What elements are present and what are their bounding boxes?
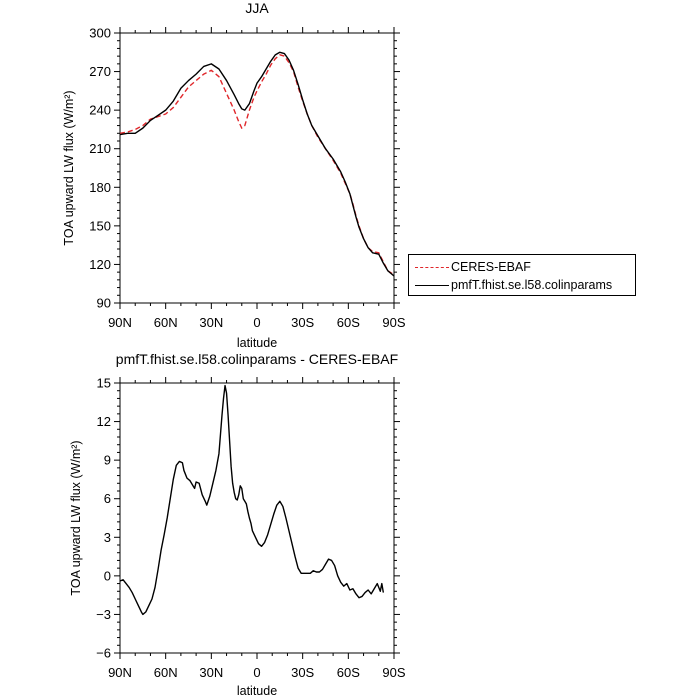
- top-y-tick-label: 120: [89, 257, 111, 272]
- legend-label-model: pmfT.fhist.se.l58.colinparams: [451, 278, 613, 292]
- top-series-line-2: [119, 51, 395, 277]
- bottom-y-axis-label: TOA upward LW flux (W/m²): [69, 440, 83, 595]
- top-x-axis-label: latitude: [237, 336, 277, 350]
- legend-entry-model: pmfT.fhist.se.l58.colinparams: [409, 277, 635, 295]
- top-panel: JJA 90 120 150 180 210 240 270 300 90N 60N 30N 0 30S…: [62, 0, 406, 350]
- top-x-tick-label: 30S: [291, 315, 314, 330]
- bottom-x-tick-label: 60N: [154, 665, 178, 680]
- bottom-y-tick-label: 9: [104, 453, 111, 468]
- legend-label-ceres: CERES-EBAF: [451, 260, 531, 274]
- top-x-tick-label: 90N: [108, 315, 132, 330]
- bottom-series-line-1: [119, 384, 385, 616]
- top-y-tick-label: 180: [89, 180, 111, 195]
- top-x-tick-label: 0: [253, 315, 260, 330]
- top-y-tick-label: 90: [97, 296, 111, 311]
- bottom-plot-frame: [119, 382, 395, 654]
- top-y-tick-label: 300: [89, 26, 111, 41]
- bottom-y-tick-label: −6: [96, 646, 111, 661]
- legend-swatch-ceres: [415, 267, 449, 268]
- top-y-axis-label: TOA upward LW flux (W/m²): [62, 90, 76, 245]
- bottom-x-tick-label: 60S: [337, 665, 360, 680]
- bottom-y-tick-label: 0: [104, 568, 111, 583]
- bottom-panel: pmfT.fhist.se.l58.colinparams - CERES-EB…: [69, 351, 406, 698]
- bottom-x-tick-label: 0: [253, 665, 260, 680]
- top-y-tick-label: 210: [89, 141, 111, 156]
- bottom-x-tick-label: 30S: [291, 665, 314, 680]
- bottom-y-tick-label: 12: [97, 414, 111, 429]
- bottom-x-axis-label: latitude: [237, 684, 277, 698]
- bottom-x-tick-label: 90S: [382, 665, 405, 680]
- top-series-group: [119, 51, 395, 277]
- legend-swatch-model: [415, 285, 449, 286]
- top-x-tick-label: 60S: [337, 315, 360, 330]
- top-y-tick-label: 240: [89, 103, 111, 118]
- bottom-ticks: −6 −3 0 3 6 9 12 15 90N 60N 30N 0 30S 60S 90S: [96, 376, 406, 681]
- top-plot-frame: [119, 32, 395, 304]
- top-x-tick-label: 90S: [382, 315, 405, 330]
- top-x-tick-label: 60N: [154, 315, 178, 330]
- bottom-x-tick-label: 90N: [108, 665, 132, 680]
- top-series-line-1: [119, 54, 395, 276]
- bottom-y-tick-label: 3: [104, 530, 111, 545]
- legend: CERES-EBAF pmfT.fhist.se.l58.colinparams: [408, 254, 636, 296]
- bottom-y-tick-label: 15: [97, 376, 111, 391]
- bottom-y-tick-label: 6: [104, 491, 111, 506]
- top-y-tick-label: 150: [89, 218, 111, 233]
- bottom-series-group: [119, 384, 385, 616]
- top-y-tick-label: 270: [89, 64, 111, 79]
- top-title: JJA: [245, 0, 269, 16]
- legend-entry-ceres: CERES-EBAF: [409, 259, 635, 277]
- top-x-tick-label: 30N: [199, 315, 223, 330]
- bottom-title: pmfT.fhist.se.l58.colinparams - CERES-EB…: [116, 351, 398, 367]
- bottom-x-tick-label: 30N: [199, 665, 223, 680]
- top-ticks: 90 120 150 180 210 240 270 300 90N 60N 30N 0 30S 60S 9…: [89, 26, 406, 331]
- bottom-y-tick-label: −3: [96, 607, 111, 622]
